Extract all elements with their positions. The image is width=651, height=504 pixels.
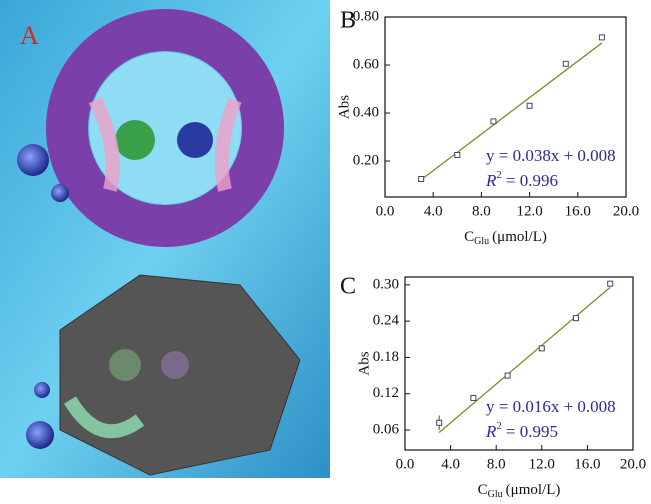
y-tick-label: 0.06 <box>373 421 400 437</box>
r-squared-part: R <box>485 171 497 190</box>
r-squared-part: = 0.995 <box>506 422 558 441</box>
sphere <box>17 144 49 176</box>
enzyme <box>161 351 189 379</box>
data-point <box>607 280 614 287</box>
shell-cavity <box>89 52 241 204</box>
sphere <box>34 382 50 398</box>
x-tick-label: 4.0 <box>441 456 460 472</box>
y-tick-label: 0.60 <box>353 56 379 72</box>
y-tick-label: 0.20 <box>353 152 379 168</box>
arrow <box>88 96 120 192</box>
data-point <box>538 345 545 352</box>
enzyme <box>109 349 141 381</box>
y-tick-label: 0.40 <box>353 104 379 120</box>
r-squared-part: 2 <box>496 169 502 181</box>
x-tick-label: 8.0 <box>472 203 491 219</box>
data-point <box>504 372 511 379</box>
fit-line <box>420 42 603 181</box>
equation: y = 0.016x + 0.008 <box>486 397 616 416</box>
y-tick-label: 0.12 <box>373 385 399 401</box>
arrow <box>63 396 145 439</box>
x-tick-label: 4.0 <box>424 203 443 219</box>
fit-line <box>438 286 611 433</box>
r-squared-part: = 0.996 <box>506 171 558 190</box>
y-tick-label: 0.30 <box>373 276 399 292</box>
x-axis-label-part: C <box>478 482 488 498</box>
enzyme <box>177 122 213 158</box>
data-point <box>562 60 569 67</box>
plot-frame <box>384 16 627 198</box>
r-squared: R2 = 0.996 <box>485 169 558 190</box>
x-tick-label: 20.0 <box>613 203 639 219</box>
data-point <box>470 394 477 401</box>
r-squared-part: 2 <box>496 420 502 432</box>
x-axis-label: CGlu (μmol/L) <box>478 482 561 500</box>
x-tick-label: 0.0 <box>376 203 395 219</box>
x-axis-label-part: Glu <box>488 489 503 500</box>
panel-a: A <box>0 0 330 478</box>
sphere <box>51 184 69 202</box>
data-point <box>454 152 461 158</box>
panel-label: A <box>20 21 39 50</box>
sphere <box>26 421 54 449</box>
y-tick-label: 0.80 <box>353 8 379 24</box>
x-axis-label: CGlu (μmol/L) <box>464 229 547 247</box>
y-tick-label: 0.18 <box>373 349 399 365</box>
panel-label: C <box>340 274 356 300</box>
data-point <box>436 419 443 426</box>
y-tick-label: 0.24 <box>373 313 400 329</box>
r-squared-part: R <box>485 422 497 441</box>
x-axis-label-part: (μmol/L) <box>506 482 561 498</box>
x-tick-label: 0.0 <box>396 456 415 472</box>
x-tick-label: 16.0 <box>574 456 600 472</box>
r-squared: R2 = 0.995 <box>485 420 558 441</box>
x-axis-label-part: (μmol/L) <box>492 229 547 245</box>
data-point <box>526 102 533 109</box>
data-point <box>418 176 425 182</box>
enzyme <box>115 120 155 160</box>
x-tick-label: 8.0 <box>487 456 506 472</box>
x-tick-label: 16.0 <box>565 203 591 219</box>
x-tick-label: 12.0 <box>529 456 555 472</box>
x-axis-label-part: C <box>464 229 474 245</box>
data-point <box>490 118 497 125</box>
porous-shell <box>46 9 284 247</box>
x-tick-label: 12.0 <box>516 203 542 219</box>
arrow <box>214 97 242 192</box>
data-point <box>573 315 579 322</box>
y-axis-label: Abs <box>336 95 352 119</box>
panel-label: B <box>340 8 356 34</box>
x-tick-label: 20.0 <box>620 456 646 472</box>
x-axis-label-part: Glu <box>474 236 489 247</box>
plot-frame <box>404 276 634 451</box>
equation: y = 0.038x + 0.008 <box>486 146 616 165</box>
y-axis-label: Abs <box>356 351 372 375</box>
data-point <box>598 34 605 41</box>
